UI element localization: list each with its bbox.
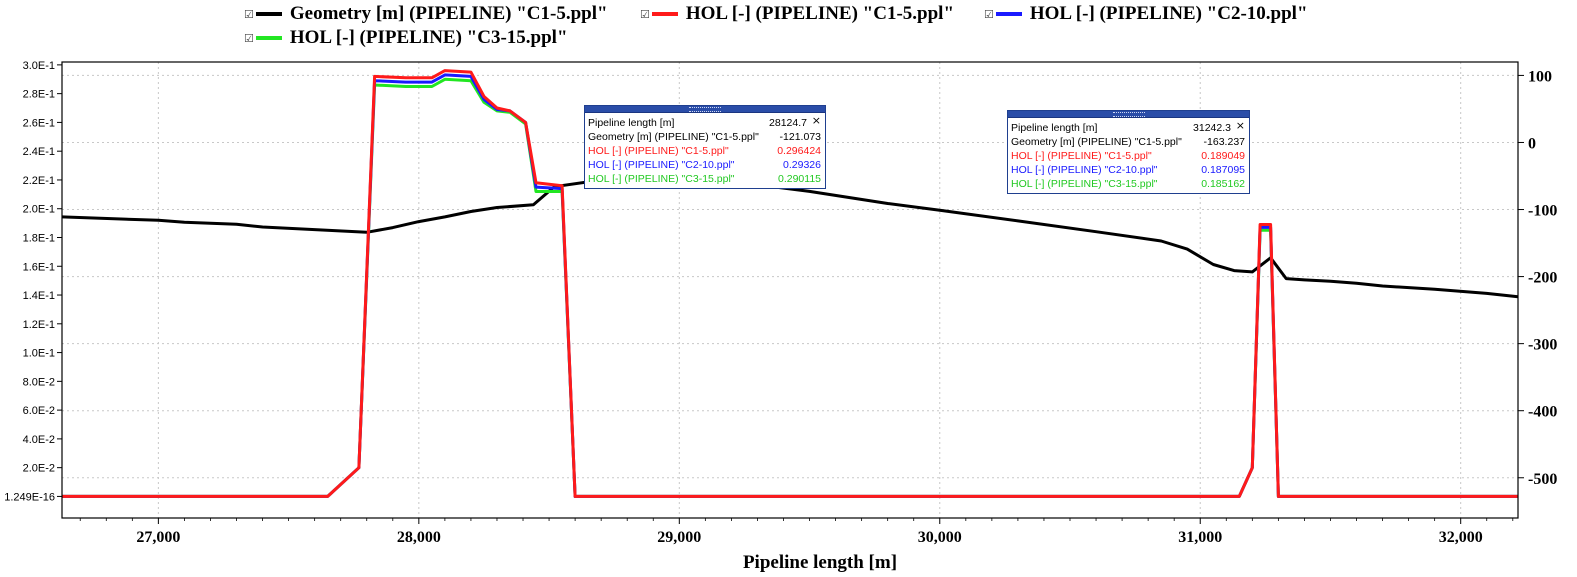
readout-label: HOL [-] (PIPELINE) "C2-10.ppl" xyxy=(588,159,735,171)
readout-row: HOL [-] (PIPELINE) "C3-15.ppl" 0.185162 xyxy=(1011,177,1245,191)
legend-swatch xyxy=(255,12,282,16)
y-left-tick-label: 1.249E-16 xyxy=(4,491,55,503)
legend-item-hol-c2-10[interactable]: ☑ HOL [-] (PIPELINE) "C2-10.ppl" xyxy=(984,2,1308,26)
y-right-tick-label: -300 xyxy=(1528,337,1557,354)
series-line-geometry xyxy=(61,167,1519,299)
x-axis-title: Pipeline length [m] xyxy=(743,552,897,573)
y-left-tick-label: 1.8E-1 xyxy=(23,232,55,244)
grip-icon xyxy=(1112,112,1145,117)
y-right-tick-label: -100 xyxy=(1528,203,1557,220)
readout-label: Geometry [m] (PIPELINE) "C1-5.ppl" xyxy=(1011,136,1182,148)
x-tick-label: 28,000 xyxy=(397,529,441,546)
x-tick-label: 27,000 xyxy=(136,529,180,546)
y-right-tick-label: -400 xyxy=(1528,404,1557,421)
y-right-tick-label: 100 xyxy=(1528,68,1552,85)
readout-label: HOL [-] (PIPELINE) "C1-5.ppl" xyxy=(588,145,729,157)
y-left-tick-label: 2.8E-1 xyxy=(23,89,55,101)
legend-swatch xyxy=(255,36,282,40)
readout-row: Geometry [m] (PIPELINE) "C1-5.ppl" -121.0… xyxy=(588,130,821,144)
y-left-tick-label: 2.4E-1 xyxy=(23,146,55,158)
legend-item-geometry-c1-5[interactable]: ☑ Geometry [m] (PIPELINE) "C1-5.ppl" xyxy=(244,2,608,26)
x-tick-label: 32,000 xyxy=(1439,529,1483,546)
legend-swatch xyxy=(651,12,678,16)
readout-row: Geometry [m] (PIPELINE) "C1-5.ppl" -163.2… xyxy=(1011,135,1245,149)
legend-swatch xyxy=(995,12,1022,16)
legend-checkbox[interactable]: ☑ xyxy=(244,7,254,21)
y-left-tick-label: 2.2E-1 xyxy=(23,175,55,187)
legend-label: HOL [-] (PIPELINE) "C3-15.ppl" xyxy=(289,27,568,48)
readout-row: Pipeline length [m] 28124.7 xyxy=(588,116,821,130)
readout-row: HOL [-] (PIPELINE) "C3-15.ppl" 0.290115 xyxy=(588,172,821,186)
readout-label: Pipeline length [m] xyxy=(588,117,675,129)
y-left-tick-label: 1.4E-1 xyxy=(23,290,55,302)
legend-checkbox[interactable]: ☑ xyxy=(244,31,254,45)
grip-icon xyxy=(689,107,721,112)
readout-label: HOL [-] (PIPELINE) "C3-15.ppl" xyxy=(1011,178,1158,190)
cursor-readout-panel[interactable]: × Pipeline length [m] 28124.7 Geometry [m… xyxy=(584,105,826,189)
y-right-tick-label: -200 xyxy=(1528,270,1557,287)
y-left-tick-label: 3.0E-1 xyxy=(23,60,55,72)
legend-item-hol-c1-5[interactable]: ☑ HOL [-] (PIPELINE) "C1-5.ppl" xyxy=(640,2,954,26)
readout-rows: Pipeline length [m] 31242.3 Geometry [m] … xyxy=(1008,118,1249,193)
chart-legend: ☑ Geometry [m] (PIPELINE) "C1-5.ppl" ☑ H… xyxy=(0,0,1577,52)
readout-label: Geometry [m] (PIPELINE) "C1-5.ppl" xyxy=(588,131,759,143)
readout-value: 0.189049 xyxy=(1201,150,1245,162)
y-left-tick-label: 1.2E-1 xyxy=(23,319,55,331)
readout-row: HOL [-] (PIPELINE) "C1-5.ppl" 0.189049 xyxy=(1011,149,1245,163)
readout-value: 0.185162 xyxy=(1201,178,1245,190)
readout-row: HOL [-] (PIPELINE) "C1-5.ppl" 0.296424 xyxy=(588,144,821,158)
y-left-tick-label: 8.0E-2 xyxy=(23,376,55,388)
x-tick-label: 29,000 xyxy=(657,529,701,546)
readout-label: Pipeline length [m] xyxy=(1011,122,1098,134)
readout-label: HOL [-] (PIPELINE) "C3-15.ppl" xyxy=(588,173,735,185)
legend-item-hol-c3-15[interactable]: ☑ HOL [-] (PIPELINE) "C3-15.ppl" xyxy=(244,26,568,50)
cursor-readout-panel[interactable]: × Pipeline length [m] 31242.3 Geometry [m… xyxy=(1007,110,1250,194)
y-left-tick-label: 1.0E-1 xyxy=(23,348,55,360)
x-tick-label: 31,000 xyxy=(1178,529,1222,546)
readout-label: HOL [-] (PIPELINE) "C1-5.ppl" xyxy=(1011,150,1152,162)
y-left-tick-label: 2.6E-1 xyxy=(23,117,55,129)
y-right-tick-label: -500 xyxy=(1528,471,1557,488)
legend-label: Geometry [m] (PIPELINE) "C1-5.ppl" xyxy=(289,3,608,24)
panel-drag-handle[interactable] xyxy=(1008,111,1249,118)
close-icon[interactable]: × xyxy=(811,114,821,127)
legend-label: HOL [-] (PIPELINE) "C1-5.ppl" xyxy=(685,3,954,24)
readout-label: HOL [-] (PIPELINE) "C2-10.ppl" xyxy=(1011,164,1158,176)
readout-rows: Pipeline length [m] 28124.7 Geometry [m] … xyxy=(585,113,825,188)
close-icon[interactable]: × xyxy=(1235,119,1245,132)
y-left-tick-label: 4.0E-2 xyxy=(23,434,55,446)
readout-value: 0.290115 xyxy=(777,173,821,185)
y-left-tick-label: 6.0E-2 xyxy=(23,405,55,417)
readout-row: Pipeline length [m] 31242.3 xyxy=(1011,121,1245,135)
readout-value: 0.187095 xyxy=(1201,164,1245,176)
plot-frame xyxy=(61,61,1519,519)
panel-drag-handle[interactable] xyxy=(585,106,825,113)
readout-value: 0.29326 xyxy=(783,159,821,171)
y-left-tick-label: 1.6E-1 xyxy=(23,261,55,273)
y-left-tick-label: 2.0E-2 xyxy=(23,463,55,475)
readout-value: -163.237 xyxy=(1203,136,1245,148)
readout-value: -121.073 xyxy=(779,131,821,143)
readout-row: HOL [-] (PIPELINE) "C2-10.ppl" 0.29326 xyxy=(588,158,821,172)
legend-checkbox[interactable]: ☑ xyxy=(640,7,650,21)
legend-label: HOL [-] (PIPELINE) "C2-10.ppl" xyxy=(1029,3,1308,24)
y-right-tick-label: 0 xyxy=(1528,135,1536,152)
y-left-tick-label: 2.0E-1 xyxy=(23,204,55,216)
readout-value: 28124.7 xyxy=(769,117,807,129)
readout-value: 31242.3 xyxy=(1193,122,1231,134)
legend-checkbox[interactable]: ☑ xyxy=(984,7,994,21)
readout-value: 0.296424 xyxy=(777,145,821,157)
x-tick-label: 30,000 xyxy=(918,529,962,546)
readout-row: HOL [-] (PIPELINE) "C2-10.ppl" 0.187095 xyxy=(1011,163,1245,177)
series-line-hol-1 xyxy=(62,69,1518,498)
